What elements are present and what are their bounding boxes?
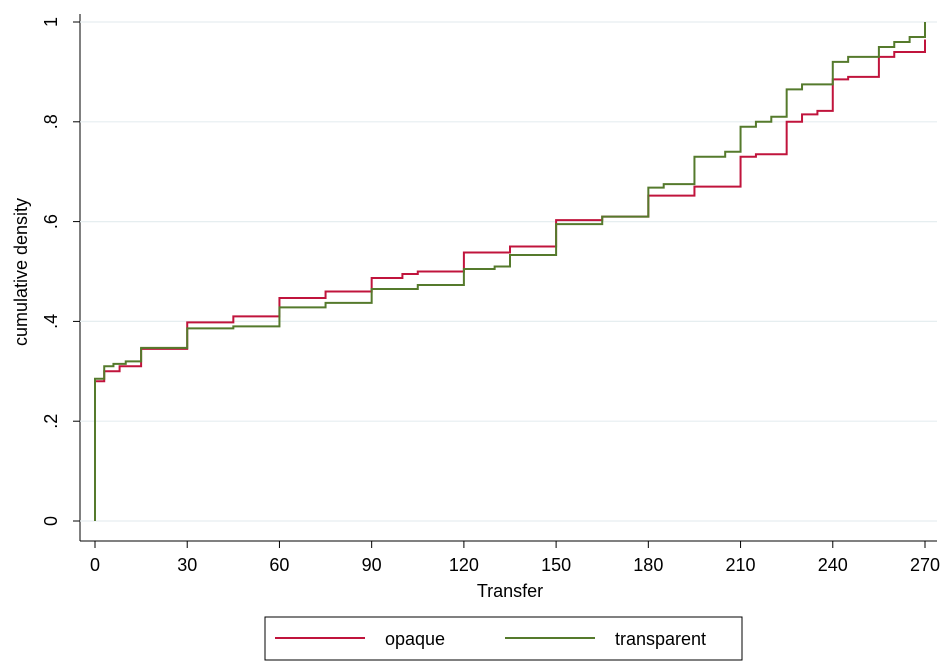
- x-tick-label: 150: [541, 555, 571, 575]
- x-tick-label: 210: [726, 555, 756, 575]
- y-tick-label: .4: [41, 314, 61, 329]
- x-tick-label: 270: [910, 555, 940, 575]
- x-tick-label: 90: [362, 555, 382, 575]
- step-line: [94, 39, 926, 521]
- y-tick-label: .6: [41, 214, 61, 229]
- y-tick-label: .8: [41, 114, 61, 129]
- x-axis-label: Transfer: [477, 581, 543, 601]
- x-tick-label: 120: [449, 555, 479, 575]
- y-tick-label: 0: [41, 516, 61, 526]
- y-tick-label: .2: [41, 414, 61, 429]
- x-tick-label: 0: [90, 555, 100, 575]
- x-tick-label: 60: [269, 555, 289, 575]
- x-tick-label: 240: [818, 555, 848, 575]
- y-axis-label: cumulative density: [11, 198, 31, 346]
- x-tick-label: 30: [177, 555, 197, 575]
- y-tick-label: 1: [41, 17, 61, 27]
- legend-label: transparent: [615, 629, 706, 649]
- x-tick-label: 180: [633, 555, 663, 575]
- step-line: [94, 22, 926, 521]
- legend-label: opaque: [385, 629, 445, 649]
